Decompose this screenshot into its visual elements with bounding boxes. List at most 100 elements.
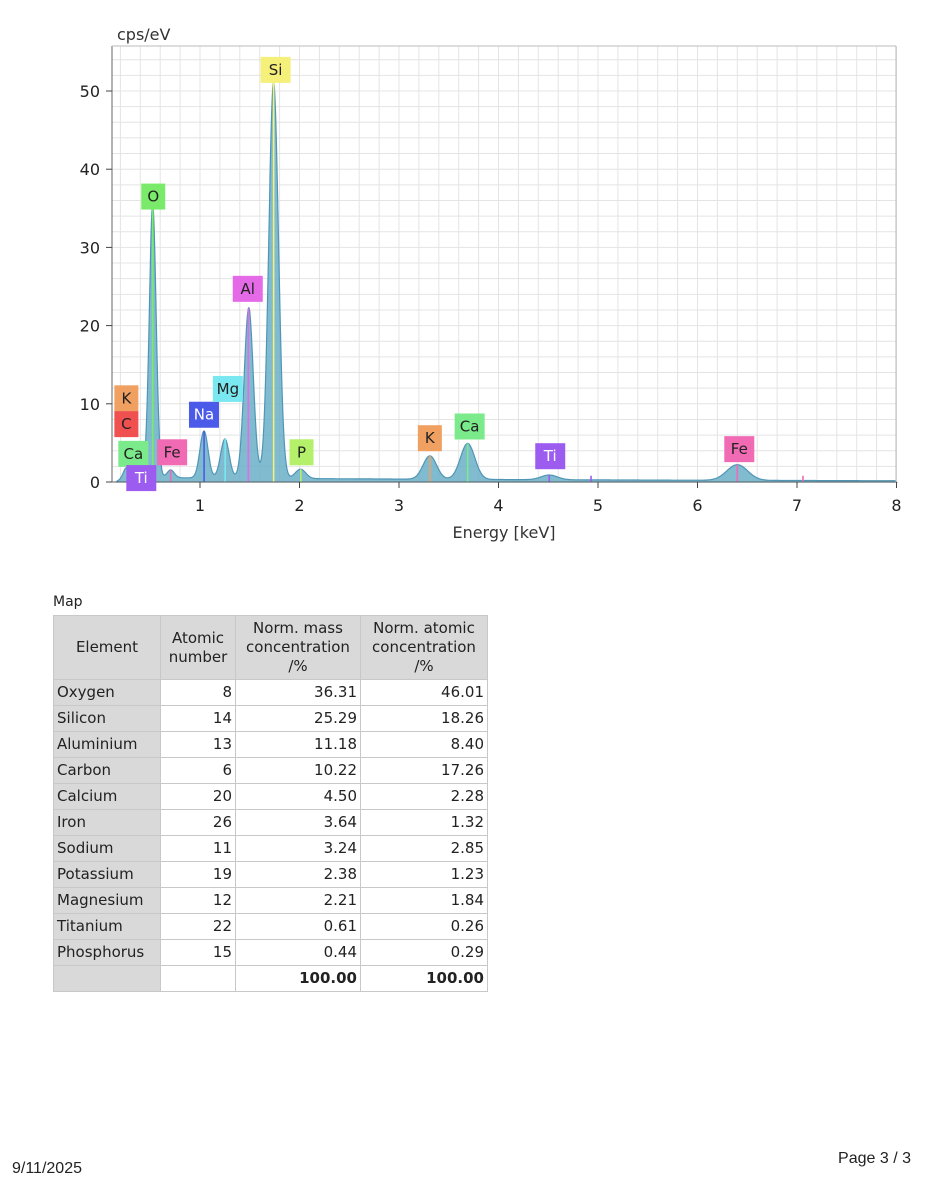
cell-atomic: 2.85 — [360, 835, 488, 862]
footer-date: 9/11/2025 — [12, 1160, 82, 1177]
y-tick-label: 30 — [80, 238, 100, 257]
element-label-text: Ti — [134, 469, 148, 487]
table-row: Iron 26 3.64 1.32 — [53, 809, 488, 836]
cell-total-atomic-number — [160, 965, 236, 992]
cell-atomic-number: 11 — [160, 835, 236, 862]
cell-atomic: 46.01 — [360, 679, 488, 706]
quantification-table: Element Atomic number Norm. mass concent… — [53, 615, 488, 992]
element-label-mg: Mg — [212, 375, 243, 402]
element-label-k: K — [114, 385, 139, 412]
cell-total-mass: 100.00 — [235, 965, 361, 992]
cell-atomic: 8.40 — [360, 731, 488, 758]
element-label-text: P — [297, 443, 306, 461]
element-label-text: Fe — [164, 443, 181, 461]
element-label-text: Ca — [460, 417, 480, 435]
header-norm-atomic: Norm. atomic concentration /% — [360, 615, 488, 680]
header-norm-atomic-line2: concentration — [372, 638, 476, 656]
x-axis-title: Energy [keV] — [452, 523, 555, 542]
element-label-text: K — [121, 389, 132, 407]
element-label-box — [454, 413, 485, 440]
cell-atomic-number: 22 — [160, 913, 236, 940]
spectrum — [115, 80, 898, 483]
cell-mass: 3.64 — [235, 809, 361, 836]
element-label-box — [118, 440, 149, 467]
element-label-box — [114, 385, 139, 412]
cell-atomic-number: 14 — [160, 705, 236, 732]
table-caption: Map — [53, 594, 83, 610]
header-norm-mass-line3: /% — [288, 657, 308, 675]
element-label-box — [141, 183, 166, 210]
header-norm-mass: Norm. mass concentration /% — [235, 615, 361, 680]
table-row: Silicon 14 25.29 18.26 — [53, 705, 488, 732]
element-label-o: O — [141, 183, 166, 210]
footer-page-number: Page 3 / 3 — [838, 1150, 911, 1167]
element-label-box — [212, 375, 243, 402]
element-label-text: Ca — [123, 445, 143, 463]
element-label-na: Na — [188, 401, 219, 428]
element-label-box — [232, 275, 263, 302]
x-tick-label: 1 — [195, 496, 205, 515]
y-tick-label: 10 — [80, 395, 100, 414]
cell-mass: 0.61 — [235, 913, 361, 940]
element-label-si: Si — [260, 56, 291, 83]
cell-atomic: 0.29 — [360, 939, 488, 966]
axes: 0 10 20 30 40 50 1 2 3 4 5 6 7 8 — [80, 45, 902, 515]
cell-atomic-number: 15 — [160, 939, 236, 966]
cell-mass: 2.38 — [235, 861, 361, 888]
table-row: Carbon 6 10.22 17.26 — [53, 757, 488, 784]
spectrum-curve — [115, 80, 898, 483]
element-label-text: Mg — [217, 380, 239, 398]
element-label-text: Na — [194, 406, 214, 424]
element-label-fe: Fe — [157, 439, 188, 466]
element-label-box — [417, 425, 442, 452]
cell-element: Sodium — [53, 835, 161, 862]
cell-atomic: 18.26 — [360, 705, 488, 732]
cell-atomic: 2.28 — [360, 783, 488, 810]
element-label-box — [724, 436, 755, 463]
element-label-text: Fe — [731, 440, 748, 458]
element-label-text: Si — [269, 61, 283, 79]
grid-lines — [112, 46, 897, 482]
table-row: Oxygen 8 36.31 46.01 — [53, 679, 488, 706]
cell-mass: 10.22 — [235, 757, 361, 784]
y-tick-label: 0 — [90, 473, 100, 492]
table-row: Phosphorus 15 0.44 0.29 — [53, 939, 488, 966]
element-label-c: C — [114, 411, 139, 438]
cell-element: Silicon — [53, 705, 161, 732]
cell-total-atomic: 100.00 — [360, 965, 488, 992]
table-row: Calcium 20 4.50 2.28 — [53, 783, 488, 810]
element-label-text: K — [425, 429, 436, 447]
cell-mass: 2.21 — [235, 887, 361, 914]
cell-element: Aluminium — [53, 731, 161, 758]
x-tick-label: 8 — [891, 496, 901, 515]
table-row: Aluminium 13 11.18 8.40 — [53, 731, 488, 758]
element-label-ca: Ca — [118, 440, 149, 467]
element-label-ti: Ti — [535, 443, 566, 470]
cell-element: Carbon — [53, 757, 161, 784]
element-label-text: O — [147, 188, 159, 206]
y-tick-label: 50 — [80, 82, 100, 101]
y-tick-label: 40 — [80, 160, 100, 179]
cell-atomic-number: 20 — [160, 783, 236, 810]
header-norm-atomic-line3: /% — [414, 657, 434, 675]
cell-element: Oxygen — [53, 679, 161, 706]
x-tick-label: 6 — [692, 496, 702, 515]
cell-atomic-number: 6 — [160, 757, 236, 784]
cell-mass: 11.18 — [235, 731, 361, 758]
element-label-box — [535, 443, 566, 470]
cell-element: Calcium — [53, 783, 161, 810]
cell-atomic-number: 26 — [160, 809, 236, 836]
header-atomic-number-line1: Atomic — [171, 628, 225, 647]
cell-atomic: 1.23 — [360, 861, 488, 888]
x-tick-label: 3 — [394, 496, 404, 515]
cell-mass: 4.50 — [235, 783, 361, 810]
x-tick-label: 4 — [493, 496, 503, 515]
element-label-box — [157, 439, 188, 466]
plot-area — [112, 46, 896, 482]
header-atomic-number: Atomic number — [160, 615, 236, 680]
x-tick-label: 5 — [593, 496, 603, 515]
cell-element: Potassium — [53, 861, 161, 888]
element-label-box — [289, 439, 314, 466]
header-element: Element — [53, 615, 161, 680]
